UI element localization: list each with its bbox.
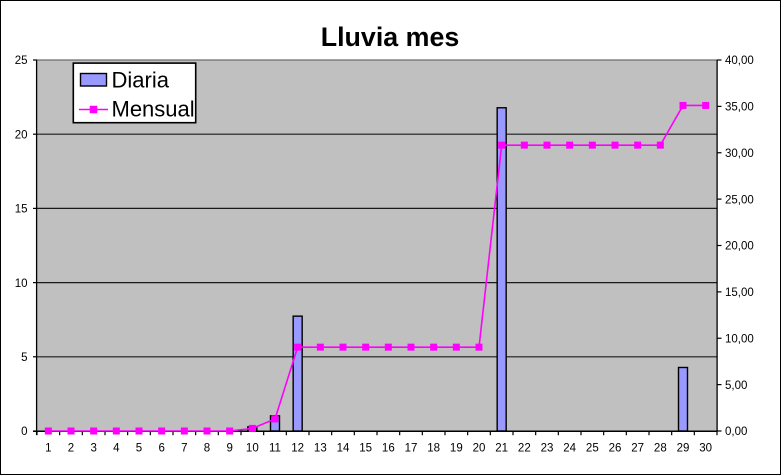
svg-text:10: 10	[246, 442, 259, 454]
svg-text:4: 4	[113, 442, 120, 454]
svg-text:20: 20	[473, 442, 486, 454]
svg-text:30,00: 30,00	[725, 148, 754, 160]
svg-text:19: 19	[450, 442, 463, 454]
svg-text:15: 15	[15, 204, 28, 216]
svg-text:21: 21	[495, 442, 508, 454]
svg-text:27: 27	[631, 442, 644, 454]
svg-text:5,00: 5,00	[725, 380, 747, 392]
svg-text:1: 1	[45, 442, 51, 454]
svg-text:28: 28	[654, 442, 667, 454]
svg-text:20: 20	[15, 129, 28, 141]
svg-text:25: 25	[15, 55, 28, 67]
svg-text:20,00: 20,00	[725, 241, 754, 253]
svg-text:13: 13	[314, 442, 327, 454]
svg-text:11: 11	[269, 442, 281, 454]
svg-text:16: 16	[382, 442, 395, 454]
svg-text:26: 26	[609, 442, 622, 454]
svg-text:18: 18	[427, 442, 440, 454]
svg-text:30: 30	[699, 442, 712, 454]
svg-text:6: 6	[158, 442, 164, 454]
svg-text:22: 22	[518, 442, 531, 454]
svg-text:7: 7	[181, 442, 187, 454]
svg-text:15: 15	[359, 442, 372, 454]
svg-text:0,00: 0,00	[725, 426, 747, 438]
svg-text:12: 12	[291, 442, 304, 454]
svg-text:40,00: 40,00	[725, 55, 754, 67]
svg-text:24: 24	[563, 442, 576, 454]
svg-text:23: 23	[541, 442, 554, 454]
svg-text:Diaria: Diaria	[112, 67, 170, 92]
svg-text:5: 5	[136, 442, 142, 454]
svg-text:Mensual: Mensual	[112, 96, 195, 121]
svg-text:10,00: 10,00	[725, 333, 754, 345]
svg-text:3: 3	[90, 442, 96, 454]
svg-text:17: 17	[405, 442, 418, 454]
svg-text:35,00: 35,00	[725, 102, 754, 114]
svg-text:25: 25	[586, 442, 599, 454]
svg-text:29: 29	[677, 442, 690, 454]
svg-text:14: 14	[337, 442, 350, 454]
svg-text:5: 5	[21, 352, 27, 364]
svg-text:10: 10	[15, 278, 28, 290]
svg-text:2: 2	[68, 442, 74, 454]
svg-text:0: 0	[21, 426, 27, 438]
svg-text:25,00: 25,00	[725, 194, 754, 206]
svg-text:Lluvia mes: Lluvia mes	[321, 22, 460, 52]
svg-text:9: 9	[226, 442, 232, 454]
svg-text:8: 8	[204, 442, 210, 454]
svg-text:15,00: 15,00	[725, 287, 754, 299]
